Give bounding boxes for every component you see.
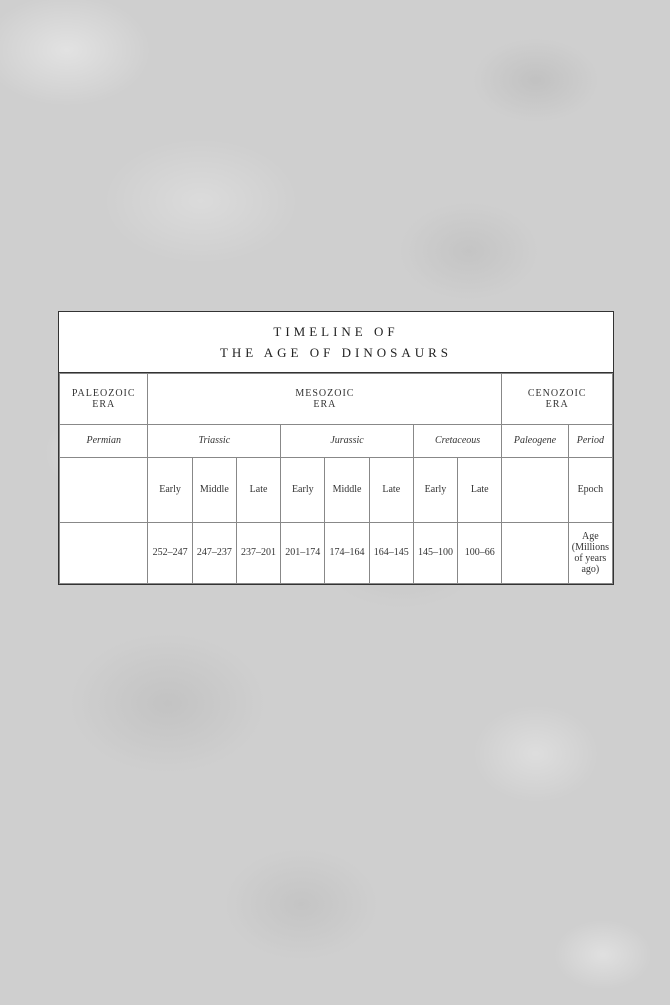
epoch-tri-late: Late [236, 457, 280, 522]
era-cenozoic: CENOZOIC ERA [502, 373, 613, 424]
age-paleogene-blank [502, 522, 568, 583]
age-jur-late: 164–145 [369, 522, 413, 583]
period-row: Permian Triassic Jurassic Cretaceous Pal… [60, 424, 613, 457]
age-tri-early: 252–247 [148, 522, 192, 583]
epoch-cre-early: Early [413, 457, 457, 522]
period-triassic: Triassic [148, 424, 281, 457]
era-label: ERA [92, 399, 115, 410]
age-tri-late: 237–201 [236, 522, 280, 583]
timeline-table-container: TIMELINE OF THE AGE OF DINOSAURS PALEOZO… [58, 311, 614, 585]
title-line-2: THE AGE OF DINOSAURS [67, 343, 605, 364]
era-label: CENOZOIC [528, 388, 587, 399]
age-cre-early: 145–100 [413, 522, 457, 583]
epoch-tri-early: Early [148, 457, 192, 522]
age-permian-blank [60, 522, 148, 583]
era-label: ERA [313, 399, 336, 410]
geologic-timeline-table: PALEOZOIC ERA MESOZOIC ERA CENOZOIC ERA … [59, 373, 613, 584]
age-header: Age (Millions of years ago) [568, 522, 612, 583]
epoch-jur-early: Early [281, 457, 325, 522]
age-jur-early: 201–174 [281, 522, 325, 583]
era-paleozoic: PALEOZOIC ERA [60, 373, 148, 424]
epoch-cre-late: Late [458, 457, 502, 522]
period-permian: Permian [60, 424, 148, 457]
age-cre-late: 100–66 [458, 522, 502, 583]
period-jurassic: Jurassic [281, 424, 414, 457]
era-label: PALEOZOIC [72, 388, 136, 399]
epoch-paleogene-blank [502, 457, 568, 522]
epoch-permian-blank [60, 457, 148, 522]
epoch-jur-mid: Middle [325, 457, 369, 522]
period-header: Period [568, 424, 612, 457]
epoch-header: Epoch [568, 457, 612, 522]
age-jur-mid: 174–164 [325, 522, 369, 583]
era-label: ERA [546, 399, 569, 410]
epoch-tri-mid: Middle [192, 457, 236, 522]
era-mesozoic: MESOZOIC ERA [148, 373, 502, 424]
epoch-row: Early Middle Late Early Middle Late Earl… [60, 457, 613, 522]
age-tri-mid: 247–237 [192, 522, 236, 583]
title-line-1: TIMELINE OF [67, 322, 605, 343]
table-title: TIMELINE OF THE AGE OF DINOSAURS [59, 312, 613, 373]
era-label: MESOZOIC [295, 388, 354, 399]
period-cretaceous: Cretaceous [413, 424, 501, 457]
era-row: PALEOZOIC ERA MESOZOIC ERA CENOZOIC ERA [60, 373, 613, 424]
period-paleogene: Paleogene [502, 424, 568, 457]
epoch-jur-late: Late [369, 457, 413, 522]
age-row: 252–247 247–237 237–201 201–174 174–164 … [60, 522, 613, 583]
